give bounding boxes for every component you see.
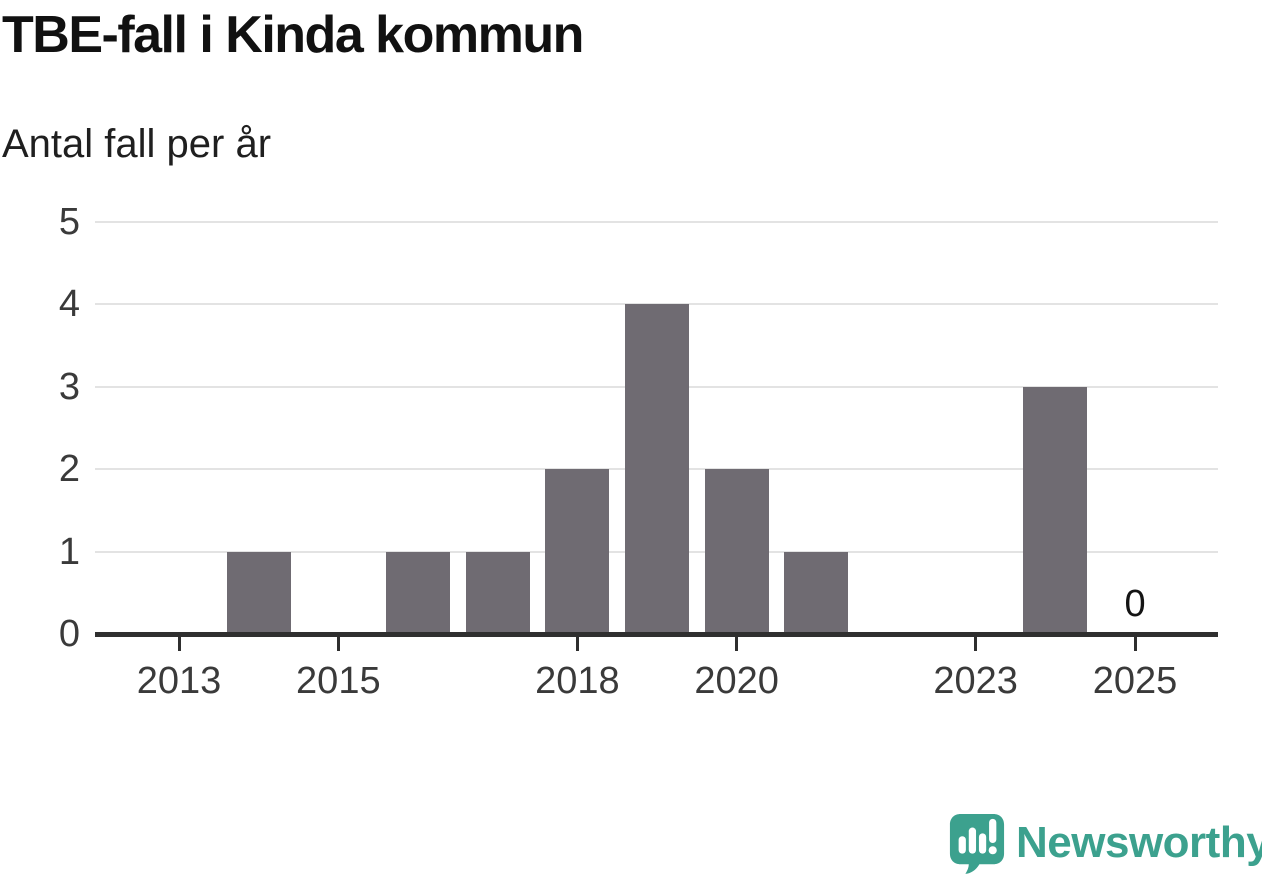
bar-2021 — [784, 551, 849, 634]
x-tick-label-2015: 2015 — [296, 660, 381, 702]
bar-value-label-2025: 0 — [1124, 583, 1146, 625]
bar-2016 — [386, 551, 450, 634]
bar-2020 — [704, 469, 769, 634]
x-tick-label-2018: 2018 — [535, 660, 620, 702]
x-tick-2023 — [974, 637, 978, 651]
x-tick-2018 — [575, 637, 579, 651]
y-tick-label: 3 — [58, 365, 80, 408]
bar-2024 — [1023, 386, 1088, 634]
x-tick-2015 — [336, 637, 340, 651]
brand-name: Newsworthy — [1016, 818, 1262, 867]
x-tick-label-2025: 2025 — [1092, 660, 1178, 702]
gridline — [95, 220, 1218, 223]
bar-2017 — [465, 551, 530, 634]
bar-2019 — [625, 304, 690, 634]
bar-2014 — [226, 551, 291, 634]
x-axis-line — [95, 632, 1218, 637]
x-tick-2013 — [177, 637, 181, 651]
newsworthy-logo-icon — [949, 814, 1005, 874]
x-tick-2020 — [735, 637, 739, 651]
chart-title: TBE-fall i Kinda kommun — [2, 6, 584, 64]
y-tick-label: 0 — [58, 613, 80, 655]
chart-subtitle: Antal fall per år — [2, 122, 272, 166]
y-tick-label: 2 — [58, 448, 80, 490]
x-tick-2025 — [1133, 637, 1137, 651]
y-tick-label: 4 — [58, 283, 80, 325]
y-tick-label: 1 — [58, 530, 80, 573]
bar-2018 — [545, 469, 610, 634]
x-tick-label-2020: 2020 — [694, 660, 779, 702]
x-tick-label-2013: 2013 — [136, 660, 222, 702]
y-tick-label: 5 — [58, 200, 80, 243]
x-tick-label-2023: 2023 — [933, 660, 1018, 702]
brand-footer: Newsworthy — [948, 812, 1262, 874]
